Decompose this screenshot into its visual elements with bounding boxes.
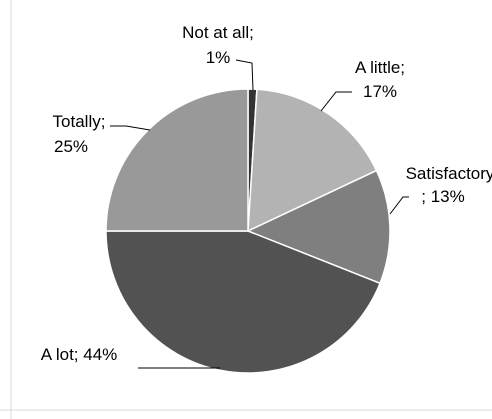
data-label-totally-pct: 25%	[54, 137, 88, 156]
slice-a-lot	[105, 230, 382, 374]
slice-totally	[105, 88, 249, 232]
leader-totally	[110, 125, 151, 131]
data-label-a-little-pct: 17%	[363, 82, 397, 101]
data-label-satisfactory: Satisfactory	[406, 164, 492, 183]
leader-not-at-all	[235, 59, 254, 91]
data-label-totally: Totally;	[53, 112, 106, 131]
data-label-a-lot: A lot; 44%	[41, 345, 118, 364]
data-label-satisfactory-pct: ; 13%	[421, 187, 464, 206]
leader-lines	[110, 59, 409, 369]
pie-slices	[105, 88, 391, 374]
leader-a-little	[320, 91, 352, 112]
leader-satisfactory	[389, 196, 409, 215]
data-label-not-at-all: Not at all;	[182, 23, 254, 42]
data-label-not-at-all-pct: 1%	[206, 48, 231, 67]
slice-satisfactory	[246, 169, 391, 285]
slice-a-little	[247, 88, 378, 233]
data-label-a-little: A little;	[355, 58, 405, 77]
